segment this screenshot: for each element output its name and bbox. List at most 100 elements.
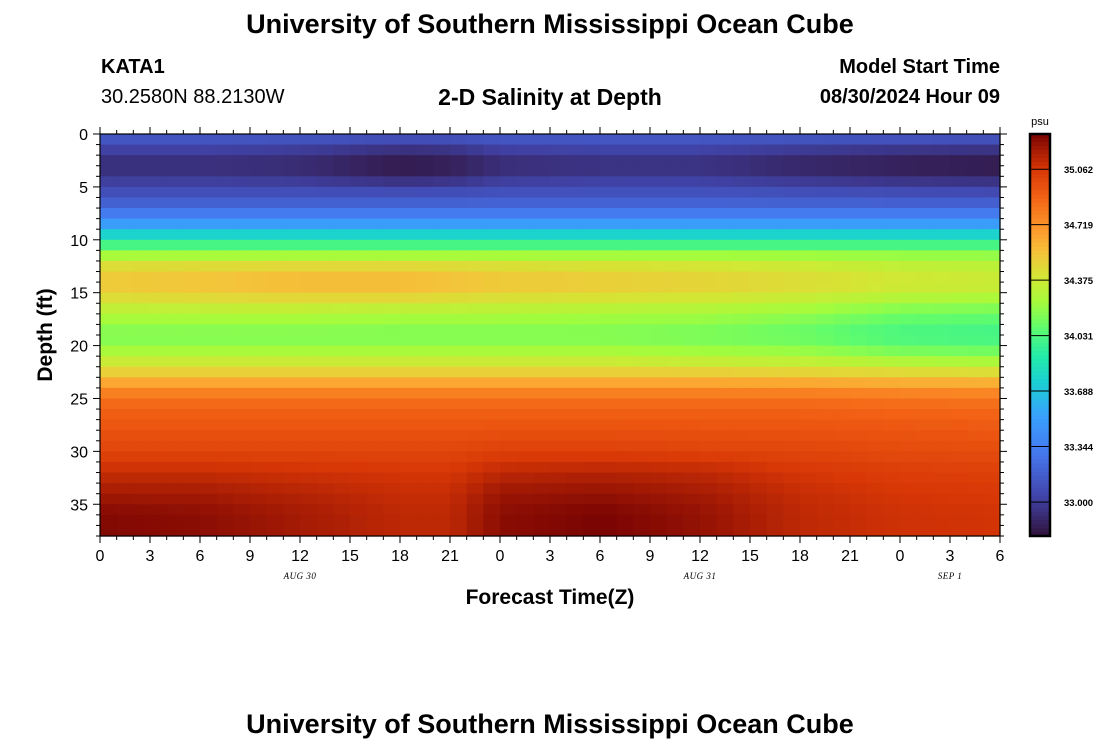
heatmap-cell bbox=[616, 345, 634, 357]
heatmap-cell bbox=[650, 324, 668, 336]
heatmap-cell bbox=[216, 430, 234, 442]
heatmap-cell bbox=[766, 165, 784, 177]
heatmap-cell bbox=[433, 440, 451, 452]
heatmap-cell bbox=[600, 335, 618, 347]
heatmap-cell bbox=[333, 218, 351, 230]
heatmap-cell bbox=[500, 250, 518, 262]
heatmap-cell bbox=[333, 313, 351, 326]
heatmap-cell bbox=[666, 229, 684, 241]
heatmap-cell bbox=[700, 292, 718, 304]
heatmap-cell bbox=[416, 483, 434, 495]
heatmap-cell bbox=[983, 260, 1001, 273]
heatmap-cell bbox=[716, 239, 734, 251]
heatmap-cell bbox=[983, 250, 1001, 262]
heatmap-cell bbox=[733, 313, 751, 326]
heatmap-cell bbox=[866, 335, 884, 347]
heatmap-cell bbox=[966, 292, 984, 304]
heatmap-cell bbox=[350, 155, 368, 167]
heatmap-cell bbox=[683, 229, 701, 241]
heatmap-cell bbox=[116, 239, 134, 251]
heatmap-cell bbox=[550, 260, 568, 273]
heatmap-cell bbox=[550, 218, 568, 230]
heatmap-cell bbox=[750, 430, 768, 442]
heatmap-cell bbox=[750, 366, 768, 378]
heatmap-cell bbox=[900, 218, 918, 230]
x-tick-label: 6 bbox=[996, 548, 1005, 565]
heatmap-cell bbox=[866, 303, 884, 315]
heatmap-cell bbox=[616, 155, 634, 167]
heatmap-cell bbox=[633, 186, 651, 199]
heatmap-cell bbox=[833, 134, 851, 146]
heatmap-cell bbox=[883, 197, 901, 209]
heatmap-cell bbox=[450, 292, 468, 304]
heatmap-cell bbox=[833, 260, 851, 273]
heatmap-cell bbox=[566, 335, 584, 347]
heatmap-cell bbox=[366, 208, 384, 220]
heatmap-cell bbox=[466, 472, 484, 484]
heatmap-cell bbox=[350, 461, 368, 474]
heatmap-cell bbox=[266, 335, 284, 347]
heatmap-cell bbox=[250, 292, 268, 304]
heatmap-cell bbox=[350, 197, 368, 209]
heatmap-cell bbox=[700, 514, 718, 527]
heatmap-cell bbox=[550, 292, 568, 304]
heatmap-cell bbox=[550, 525, 568, 537]
heatmap-cell bbox=[633, 313, 651, 326]
heatmap-cell bbox=[650, 250, 668, 262]
heatmap-cell bbox=[666, 324, 684, 336]
heatmap-cell bbox=[333, 377, 351, 389]
colorbar-segment bbox=[1030, 230, 1050, 236]
heatmap-cell bbox=[816, 504, 834, 516]
heatmap-cell bbox=[983, 144, 1001, 156]
heatmap-cell bbox=[766, 324, 784, 336]
heatmap-cell bbox=[983, 165, 1001, 177]
heatmap-cell bbox=[500, 229, 518, 241]
heatmap-cell bbox=[100, 377, 118, 389]
heatmap-cell bbox=[883, 134, 901, 146]
heatmap-cell bbox=[133, 292, 151, 304]
heatmap-cell bbox=[983, 197, 1001, 209]
heatmap-cell bbox=[500, 313, 518, 326]
heatmap-cell bbox=[833, 176, 851, 188]
heatmap-cell bbox=[233, 387, 251, 400]
heatmap-cell bbox=[850, 409, 868, 421]
heatmap-cell bbox=[566, 461, 584, 474]
heatmap-cell bbox=[350, 409, 368, 421]
heatmap-cell bbox=[716, 504, 734, 516]
colorbar-segment bbox=[1030, 435, 1050, 441]
heatmap-cell bbox=[533, 208, 551, 220]
heatmap-cell bbox=[800, 419, 818, 431]
heatmap-cell bbox=[866, 155, 884, 167]
heatmap-cell bbox=[500, 387, 518, 400]
heatmap-cell bbox=[600, 430, 618, 442]
heatmap-cell bbox=[533, 398, 551, 410]
heatmap-cell bbox=[683, 377, 701, 389]
heatmap-cell bbox=[866, 176, 884, 188]
heatmap-cell bbox=[866, 345, 884, 357]
heatmap-cell bbox=[916, 218, 934, 230]
heatmap-cell bbox=[783, 260, 801, 273]
heatmap-cell bbox=[216, 398, 234, 410]
heatmap-cell bbox=[633, 239, 651, 251]
heatmap-cell bbox=[116, 440, 134, 452]
heatmap-cell bbox=[566, 504, 584, 516]
heatmap-cell bbox=[550, 186, 568, 199]
heatmap-cell bbox=[833, 398, 851, 410]
heatmap-cell bbox=[950, 208, 968, 220]
heatmap-cell bbox=[616, 398, 634, 410]
heatmap-cell bbox=[866, 282, 884, 294]
heatmap-cell bbox=[633, 377, 651, 389]
heatmap-cell bbox=[400, 155, 418, 167]
heatmap-cell bbox=[716, 525, 734, 537]
heatmap-cell bbox=[916, 324, 934, 336]
heatmap-cell bbox=[983, 345, 1001, 357]
heatmap-cell bbox=[400, 229, 418, 241]
heatmap-cell bbox=[916, 493, 934, 505]
heatmap-cell bbox=[700, 472, 718, 484]
heatmap-cell bbox=[183, 356, 201, 368]
heatmap-cell bbox=[166, 335, 184, 347]
heatmap-cell bbox=[850, 461, 868, 474]
heatmap-cell bbox=[166, 377, 184, 389]
heatmap-cell bbox=[333, 366, 351, 378]
heatmap-cell bbox=[716, 218, 734, 230]
